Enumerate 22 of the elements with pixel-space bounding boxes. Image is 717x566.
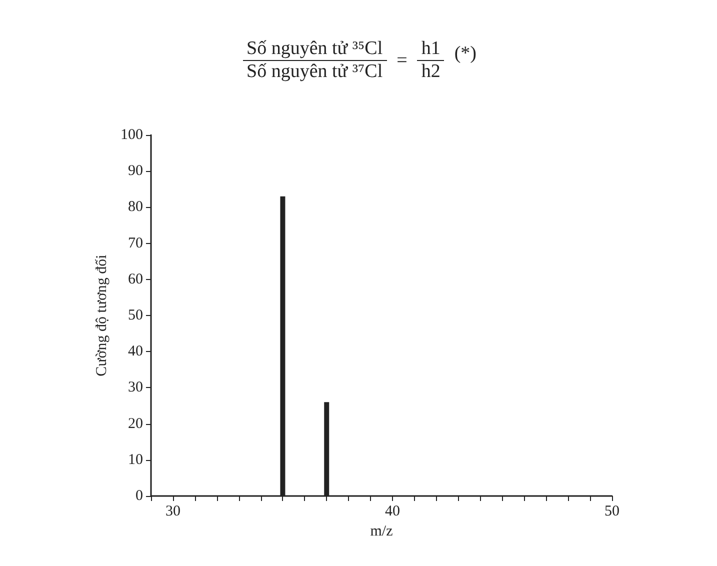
y-tick-label: 80 [128,199,143,216]
text: h2 [420,61,442,83]
y-tick-label: 100 [120,127,143,143]
x-tick-label: 40 [384,504,400,520]
y-tick-label: 70 [128,235,143,252]
y-tick-label: 90 [128,163,143,180]
x-axis-title: m/z [370,524,394,540]
y-tick-label: 20 [128,416,143,432]
text: Số nguyên tử ³⁷Cl [246,61,384,83]
text: = [396,50,408,72]
x-tick-label: 50 [604,504,620,520]
x-tick-label: 30 [165,504,180,520]
y-tick-label: 40 [128,344,143,360]
text: h1 [417,38,444,61]
y-tick-label: 0 [136,488,143,504]
text: (*) [454,42,476,64]
y-tick-label: 30 [128,380,143,396]
y-tick-label: 60 [128,271,143,288]
y-axis-title: Cường độ tương đối [94,254,110,376]
y-tick-label: 10 [128,452,143,468]
y-tick-label: 50 [128,308,143,324]
text: Số nguyên tử ³⁵Cl [242,38,387,61]
